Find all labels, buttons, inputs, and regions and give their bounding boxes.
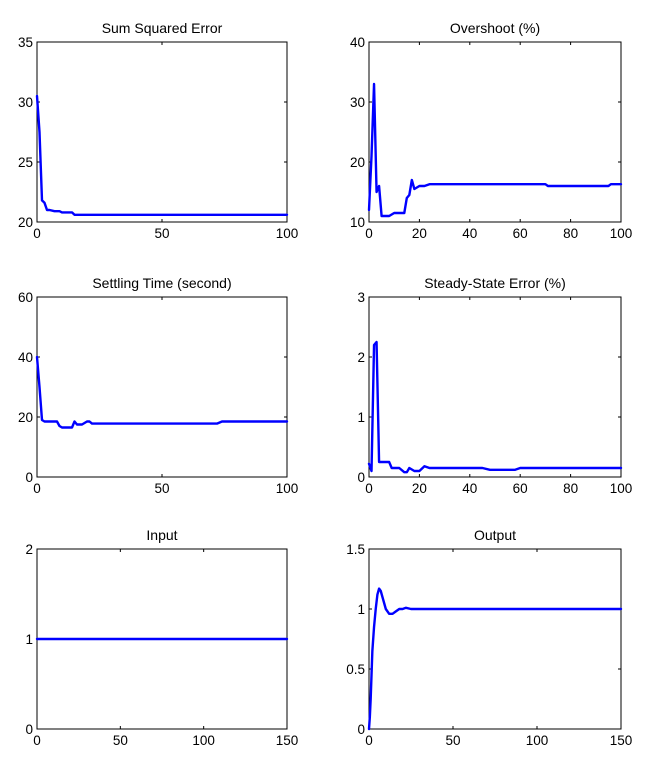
x-tick-label: 100 xyxy=(192,733,215,748)
chart-title: Steady-State Error (%) xyxy=(424,275,566,291)
chart-panel-6: Output 0 50 100 150 0 0.5 1 1.5 xyxy=(346,527,632,748)
y-tick-label: 0 xyxy=(357,722,365,737)
y-tick-label: 40 xyxy=(18,350,33,365)
y-tick-label: 1 xyxy=(25,632,33,647)
y-tick-label: 25 xyxy=(18,155,33,170)
y-tick-label: 40 xyxy=(350,35,365,50)
axes-box xyxy=(368,41,622,223)
chart-panel-5: Input 0 50 100 150 0 1 2 xyxy=(25,527,298,748)
x-tick-label: 60 xyxy=(513,481,528,496)
y-tick-label: 35 xyxy=(18,35,33,50)
y-tick-label: 0 xyxy=(357,470,365,485)
x-tick-label: 100 xyxy=(526,733,549,748)
x-tick-label: 50 xyxy=(154,481,169,496)
y-tick-label: 30 xyxy=(350,95,365,110)
y-tick-label: 30 xyxy=(18,95,33,110)
x-tick-label: 0 xyxy=(365,226,373,241)
y-tick-label: 2 xyxy=(25,542,33,557)
chart-panel-4: Steady-State Error (%) 0 20 40 60 80 100 0 1 2 3 xyxy=(357,275,632,496)
y-tick-label: 1 xyxy=(357,602,365,617)
x-tick-label: 60 xyxy=(513,226,528,241)
x-tick-label: 20 xyxy=(412,226,427,241)
x-tick-label: 100 xyxy=(610,481,633,496)
y-tick-label: 20 xyxy=(18,410,33,425)
y-tick-label: 3 xyxy=(357,290,365,305)
x-tick-label: 50 xyxy=(154,226,169,241)
series-line xyxy=(35,355,289,429)
x-tick-label: 20 xyxy=(412,481,427,496)
x-tick-label: 0 xyxy=(33,733,41,748)
x-tick-label: 100 xyxy=(276,481,299,496)
series-line xyxy=(35,94,289,217)
y-tick-label: 0 xyxy=(25,722,33,737)
y-tick-label: 10 xyxy=(350,215,365,230)
x-tick-label: 0 xyxy=(33,226,41,241)
series-line xyxy=(367,82,623,218)
chart-panel-1: Sum Squared Error 0 50 100 20 25 30 35 xyxy=(18,20,298,241)
x-tick-label: 50 xyxy=(445,733,460,748)
x-tick-label: 40 xyxy=(462,481,477,496)
x-tick-label: 100 xyxy=(610,226,633,241)
y-tick-label: 60 xyxy=(18,290,33,305)
chart-title: Sum Squared Error xyxy=(102,20,223,36)
series-line xyxy=(367,587,623,731)
y-tick-label: 2 xyxy=(357,350,365,365)
y-tick-label: 1.5 xyxy=(346,542,365,557)
x-tick-label: 50 xyxy=(113,733,128,748)
series-line xyxy=(367,340,623,474)
x-tick-label: 0 xyxy=(33,481,41,496)
x-tick-label: 80 xyxy=(563,481,578,496)
chart-panel-2: Overshoot (%) 0 20 40 60 80 100 10 20 30 40 xyxy=(350,20,632,241)
chart-title: Overshoot (%) xyxy=(450,20,540,36)
x-tick-label: 80 xyxy=(563,226,578,241)
y-tick-label: 0.5 xyxy=(346,662,365,677)
y-tick-label: 20 xyxy=(350,155,365,170)
chart-title: Settling Time (second) xyxy=(92,275,231,291)
y-tick-label: 0 xyxy=(25,470,33,485)
x-tick-label: 0 xyxy=(365,481,373,496)
chart-panel-3: Settling Time (second) 0 50 100 0 20 40 60 xyxy=(18,275,298,496)
axes-box xyxy=(36,296,288,478)
x-tick-label: 40 xyxy=(462,226,477,241)
chart-title: Input xyxy=(146,527,177,543)
axes-box xyxy=(368,548,622,730)
chart-title: Output xyxy=(474,527,516,543)
y-tick-label: 1 xyxy=(357,410,365,425)
axes-box xyxy=(368,296,622,478)
x-tick-label: 0 xyxy=(365,733,373,748)
y-tick-label: 20 xyxy=(18,215,33,230)
x-tick-label: 150 xyxy=(276,733,299,748)
x-tick-label: 150 xyxy=(610,733,633,748)
x-tick-label: 100 xyxy=(276,226,299,241)
axes-box xyxy=(36,41,288,223)
